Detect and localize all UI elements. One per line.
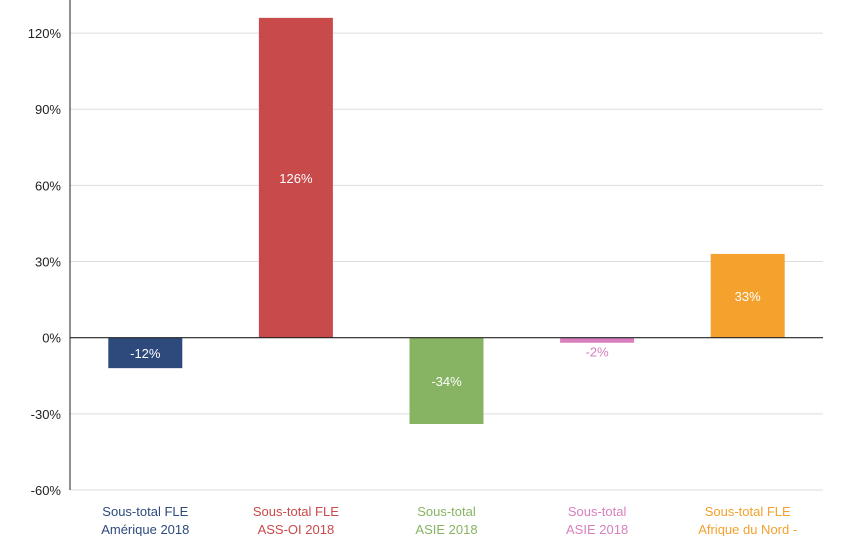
y-tick-label: 120% (28, 26, 62, 41)
gridlines (70, 32, 823, 491)
category-labels: Sous-total FLE Amérique 2018 Sous-total FL… (101, 504, 797, 536)
y-tick-labels: -60% -30% 0% 30% 60% 90% 120% (28, 26, 62, 498)
data-label: 126% (279, 171, 313, 186)
data-label: 33% (735, 289, 761, 304)
bar (258, 17, 333, 338)
y-tick-label: 90% (35, 102, 61, 117)
bar (108, 337, 183, 369)
data-label: -2% (586, 345, 610, 360)
category-label: Sous-total FLE ASS-OI 2018 (253, 504, 339, 536)
y-tick-label: 0% (42, 331, 61, 346)
category-label: Sous-total ASIE 2018 (415, 504, 477, 536)
data-label: -34% (431, 374, 462, 389)
data-label: -12% (130, 346, 161, 361)
y-tick-label: 30% (35, 255, 61, 270)
y-tick-label: -30% (31, 407, 62, 422)
bars (108, 17, 785, 424)
y-tick-label: 60% (35, 178, 61, 193)
bar (560, 337, 635, 343)
category-label: Sous-total FLE Amérique 2018 (101, 504, 189, 536)
y-tick-label: -60% (31, 483, 62, 498)
category-label: Sous-total ASIE 2018 (566, 504, 628, 536)
category-label: Sous-total FLE Afrique du Nord - (698, 504, 797, 536)
bar (409, 337, 484, 424)
bar (710, 253, 785, 338)
data-labels: -12% 126% -34% -2% 33% (130, 171, 761, 389)
axes (69, 0, 823, 490)
